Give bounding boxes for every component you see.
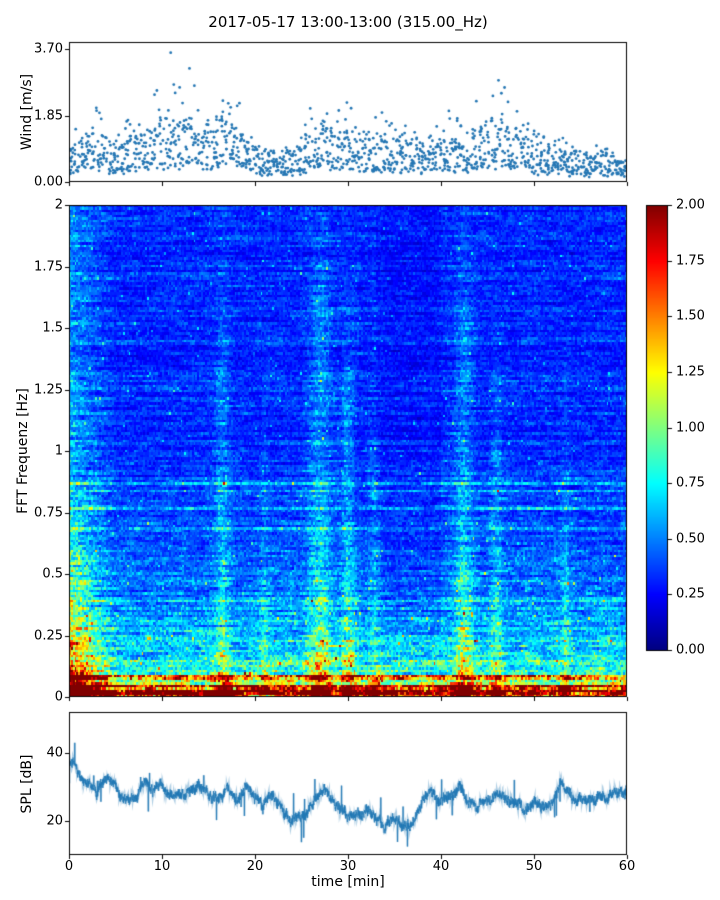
fft-y-axis-label: FFT Frequenz [Hz]	[15, 388, 31, 514]
fft-ytick-2: 2	[54, 197, 63, 213]
x-tick-20: 20	[246, 859, 264, 874]
spl-y-axis-label: SPL [dB]	[19, 754, 35, 814]
wind-ytick-3.70: 3.70	[34, 41, 63, 57]
fft-ytick-1.75: 1.75	[34, 259, 63, 274]
wind-ytick-1.85: 1.85	[34, 108, 63, 124]
x-tick-30: 30	[339, 859, 357, 874]
colorbar-tick-1.00: 1.00	[676, 420, 705, 435]
wind-y-axis-label: Wind [m/s]	[19, 73, 35, 151]
fft-ytick-1: 1	[54, 443, 63, 459]
fft-ytick-1.5: 1.5	[42, 320, 63, 336]
spl-ytick-40: 40	[46, 745, 63, 761]
wind-ytick-0.00: 0.00	[34, 174, 63, 190]
x-tick-60: 60	[618, 859, 636, 874]
fft-ytick-0.5: 0.5	[42, 566, 63, 582]
x-tick-40: 40	[432, 859, 450, 874]
colorbar-tick-1.50: 1.50	[676, 308, 705, 324]
colorbar-tick-0.50: 0.50	[676, 531, 705, 547]
x-tick-0: 0	[64, 859, 74, 874]
figure-title: 2017-05-17 13:00-13:00 (315.00_Hz)	[208, 13, 488, 31]
x-tick-50: 50	[525, 859, 543, 874]
colorbar-tick-0.25: 0.25	[676, 586, 705, 602]
colorbar-tick-0.75: 0.75	[676, 475, 705, 491]
fft-ytick-1.25: 1.25	[34, 382, 63, 397]
colorbar-tick-1.75: 1.75	[676, 253, 705, 269]
fft-ytick-0.25: 0.25	[34, 628, 63, 643]
colorbar-tick-1.25: 1.25	[676, 364, 705, 380]
fft-ytick-0: 0	[54, 689, 63, 705]
fft-ytick-0.75: 0.75	[34, 505, 63, 520]
x-tick-10: 10	[153, 859, 171, 874]
x-axis-label: time [min]	[311, 874, 385, 890]
colorbar-tick-0.00: 0.00	[676, 642, 705, 658]
colorbar-tick-2.00: 2.00	[676, 197, 705, 213]
spl-ytick-20: 20	[46, 813, 63, 829]
